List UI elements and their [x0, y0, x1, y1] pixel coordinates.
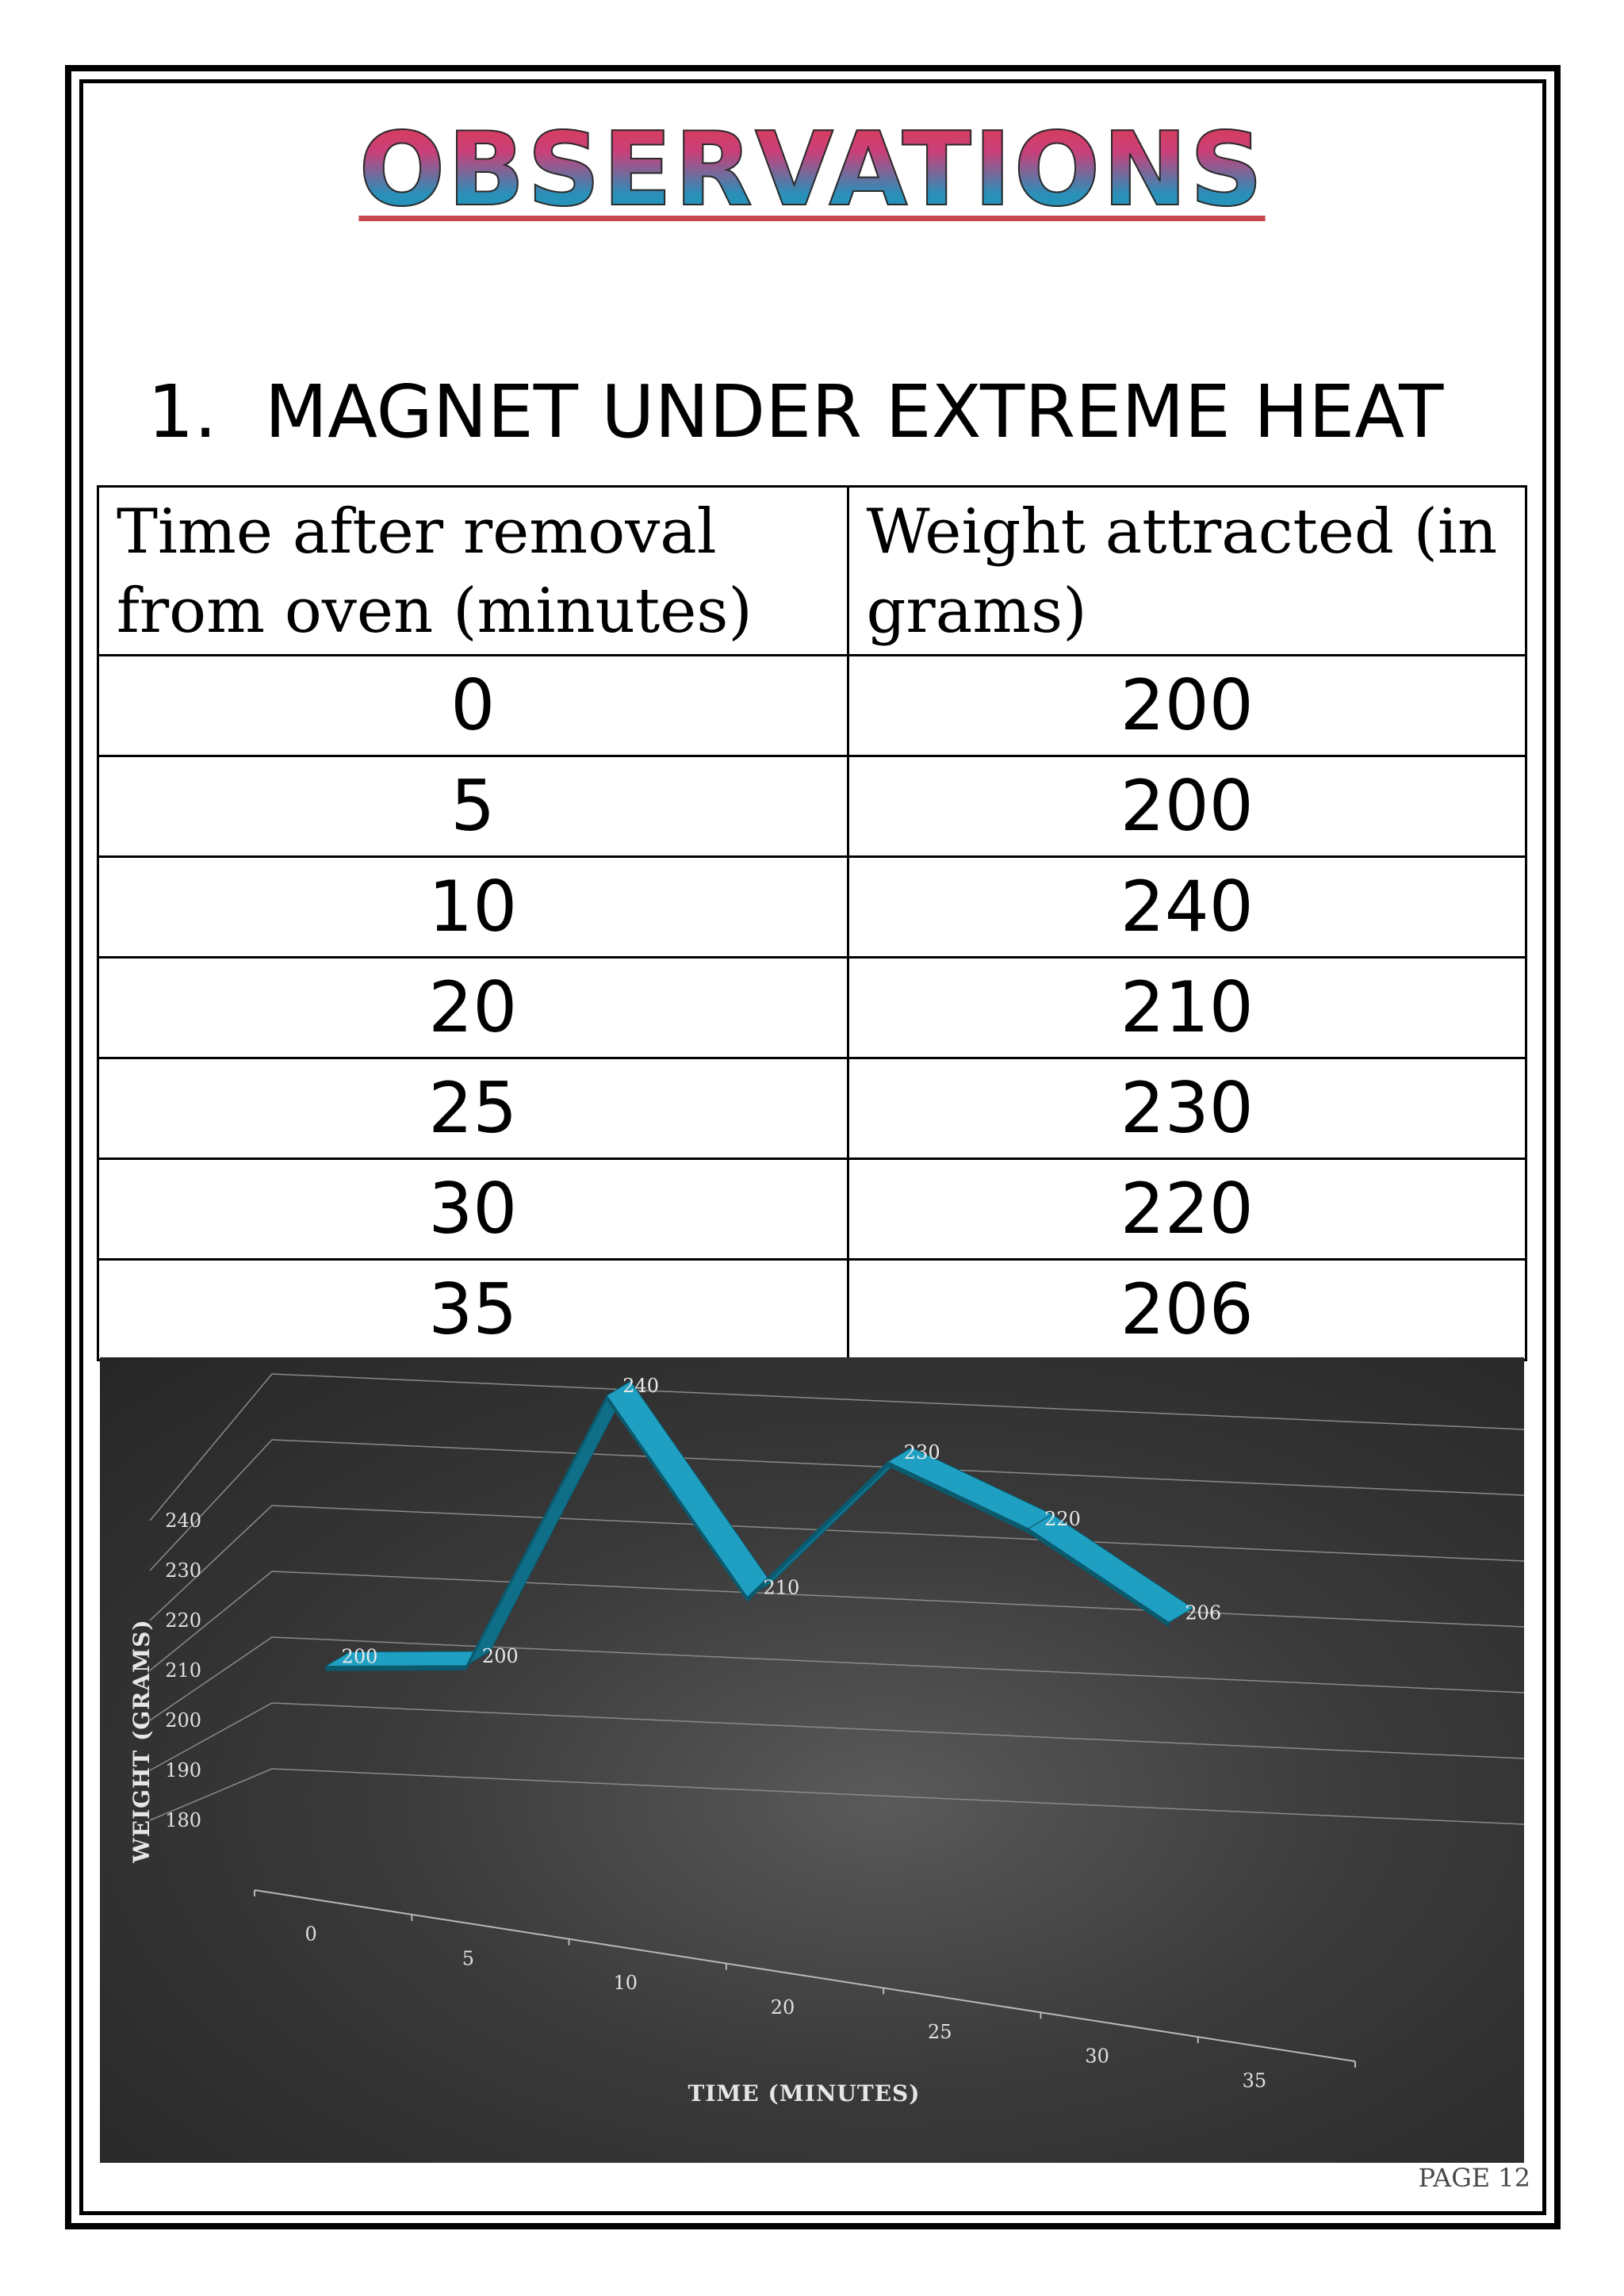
- y-tick-label: 200: [165, 1709, 201, 1732]
- page-border-outer: [65, 65, 1561, 2229]
- data-label: 200: [482, 1645, 519, 1667]
- gridline: [149, 1439, 1524, 1571]
- gridline: [149, 1702, 1524, 1771]
- cell-time: 25: [97, 1057, 849, 1160]
- x-tick-label: 20: [771, 1996, 795, 2019]
- cell-time: 10: [97, 855, 849, 959]
- cell-weight: 206: [846, 1258, 1527, 1361]
- data-label: 210: [764, 1577, 800, 1599]
- cell-weight: 220: [846, 1158, 1527, 1261]
- x-tick-label: 35: [1243, 2070, 1267, 2092]
- ribbon-edge: [325, 1665, 466, 1671]
- cell-time: 5: [97, 755, 849, 858]
- ribbon-segment: [606, 1380, 772, 1598]
- cell-weight: 200: [846, 755, 1527, 858]
- table-row: 20 210: [97, 956, 1527, 1059]
- y-tick-label: 230: [165, 1559, 201, 1582]
- cell-weight: 210: [846, 956, 1527, 1059]
- cell-weight: 200: [846, 654, 1527, 757]
- section-heading: 1. MAGNET UNDER EXTREME HEAT: [147, 369, 1443, 456]
- observations-table: Time after removal from oven (minutes) W…: [97, 485, 1527, 1361]
- page-border-inner: [79, 79, 1546, 2215]
- page-number: PAGE 12: [1418, 2163, 1530, 2193]
- header-weight: Weight attracted (in grams): [846, 485, 1527, 656]
- y-tick-label: 220: [165, 1609, 201, 1632]
- chart-svg: 180 190 200 210 220 230 240 0 5 10 20 25 30 35 200 200 2…: [128, 1373, 1524, 2107]
- table-row: 10 240: [97, 855, 1527, 959]
- y-tick-label: 210: [165, 1659, 201, 1682]
- x-tick-label: 25: [928, 2021, 952, 2043]
- gridline: [149, 1505, 1524, 1621]
- ribbon-edge: [1028, 1529, 1170, 1628]
- cell-weight: 230: [846, 1057, 1527, 1160]
- gridline: [149, 1571, 1524, 1671]
- ribbon-edge: [747, 1461, 888, 1602]
- data-label: 230: [904, 1441, 940, 1464]
- data-label: 220: [1044, 1508, 1081, 1530]
- table-row: 35 206: [97, 1258, 1527, 1361]
- table-row: 5 200: [97, 755, 1527, 858]
- gridline: [149, 1768, 1524, 1825]
- data-label: 240: [622, 1375, 659, 1397]
- ribbon-edge: [887, 1461, 1029, 1534]
- ribbon-edge: [607, 1395, 748, 1602]
- table-row: 0 200: [97, 654, 1527, 757]
- data-label: 200: [342, 1646, 378, 1668]
- x-axis-line: [254, 1889, 1356, 2062]
- section-title: MAGNET UNDER EXTREME HEAT: [264, 369, 1444, 454]
- header-time: Time after removal from oven (minutes): [97, 485, 849, 656]
- table-row: 30 220: [97, 1158, 1527, 1261]
- gridline: [149, 1636, 1524, 1721]
- page-title: OBSERVATIONS: [358, 110, 1266, 230]
- x-tick-label: 5: [462, 1947, 474, 1969]
- y-tick-label: 180: [165, 1809, 201, 1831]
- x-tick-label: 30: [1085, 2045, 1109, 2068]
- section-number: 1.: [147, 369, 217, 454]
- y-axis-title: WEIGHT (GRAMS): [128, 1619, 155, 1863]
- ribbon-edge: [465, 1395, 607, 1670]
- cell-time: 20: [97, 956, 849, 1059]
- cell-time: 35: [97, 1258, 849, 1361]
- table-header-row: Time after removal from oven (minutes) W…: [97, 485, 1527, 656]
- x-axis-title: TIME (MINUTES): [688, 2080, 920, 2107]
- table-row: 25 230: [97, 1057, 1527, 1160]
- weight-chart: 180 190 200 210 220 230 240 0 5 10 20 25 30 35 200 200 2…: [100, 1357, 1524, 2163]
- cell-time: 30: [97, 1158, 849, 1261]
- cell-weight: 240: [846, 855, 1527, 959]
- y-tick-label: 240: [165, 1510, 201, 1532]
- x-tick-label: 10: [613, 1972, 638, 1994]
- data-label: 206: [1185, 1601, 1221, 1624]
- x-tick-label: 0: [305, 1923, 317, 1945]
- cell-time: 0: [97, 654, 849, 757]
- gridline: [149, 1373, 1524, 1521]
- y-tick-label: 190: [165, 1759, 201, 1781]
